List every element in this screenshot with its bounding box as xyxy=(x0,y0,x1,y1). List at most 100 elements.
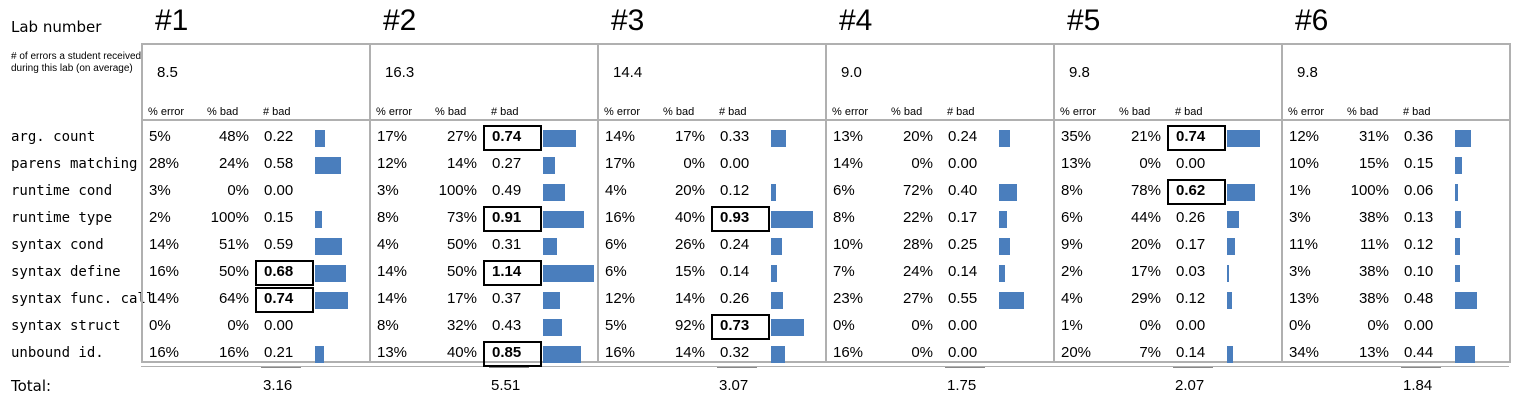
percent-bad-cell: 51% xyxy=(218,236,249,253)
lab-total: 1.75 xyxy=(947,377,977,394)
errors-per-lab-label: # of errors a student received during th… xyxy=(11,51,142,74)
bad-count-bar xyxy=(1227,292,1232,309)
percent-error-cell: 34% xyxy=(1289,344,1320,361)
column-header: % bad xyxy=(663,106,695,118)
percent-error-cell: 9% xyxy=(1061,236,1083,253)
number-bad-cell: 0.00 xyxy=(720,155,750,172)
total-underline xyxy=(1401,367,1441,368)
bad-count-bar xyxy=(771,184,776,201)
percent-bad-cell: 100% xyxy=(210,209,249,226)
bad-count-bar xyxy=(315,346,324,363)
column-header: # bad xyxy=(263,106,291,118)
percent-error-cell: 8% xyxy=(377,209,399,226)
total-underline xyxy=(261,367,301,368)
number-bad-cell: 0.00 xyxy=(1176,155,1206,172)
column-header: % bad xyxy=(891,106,923,118)
percent-error-cell: 14% xyxy=(833,155,864,172)
bad-count-bar xyxy=(1455,265,1460,282)
percent-error-cell: 4% xyxy=(605,182,627,199)
lab-total: 1.84 xyxy=(1403,377,1433,394)
column-header: % error xyxy=(148,106,185,118)
number-bad-cell: 0.74 xyxy=(1176,128,1206,145)
header-divider xyxy=(1053,119,1281,121)
highlight-box xyxy=(255,287,314,313)
number-bad-cell: 0.00 xyxy=(948,155,978,172)
bad-count-bar xyxy=(1455,130,1471,147)
column-header: # bad xyxy=(947,106,975,118)
number-bad-cell: 0.14 xyxy=(948,263,978,280)
column-header: # bad xyxy=(1175,106,1203,118)
number-bad-cell: 0.00 xyxy=(264,182,294,199)
percent-bad-cell: 24% xyxy=(218,155,249,172)
percent-bad-cell: 17% xyxy=(1130,263,1161,280)
bad-count-bar xyxy=(315,292,348,309)
percent-error-cell: 2% xyxy=(149,209,171,226)
number-bad-cell: 0.12 xyxy=(1176,290,1206,307)
percent-bad-cell: 0% xyxy=(1367,317,1389,334)
percent-error-cell: 3% xyxy=(149,182,171,199)
highlight-box xyxy=(1167,179,1226,205)
number-bad-cell: 0.55 xyxy=(948,290,978,307)
percent-bad-cell: 44% xyxy=(1130,209,1161,226)
number-bad-cell: 0.17 xyxy=(1176,236,1206,253)
number-bad-cell: 0.74 xyxy=(264,290,294,307)
percent-error-cell: 14% xyxy=(377,263,408,280)
percent-bad-cell: 0% xyxy=(1139,317,1161,334)
number-bad-cell: 0.32 xyxy=(720,344,750,361)
percent-bad-cell: 31% xyxy=(1358,128,1389,145)
percent-bad-cell: 13% xyxy=(1358,344,1389,361)
number-bad-cell: 0.27 xyxy=(492,155,522,172)
percent-error-cell: 14% xyxy=(377,290,408,307)
number-bad-cell: 0.26 xyxy=(1176,209,1206,226)
percent-bad-cell: 27% xyxy=(446,128,477,145)
row-label: arg. count xyxy=(11,129,96,145)
percent-bad-cell: 48% xyxy=(218,128,249,145)
bad-count-bar xyxy=(543,319,562,336)
highlight-box xyxy=(483,206,542,232)
percent-bad-cell: 92% xyxy=(674,317,705,334)
total-underline xyxy=(1173,367,1213,368)
bad-count-bar xyxy=(1455,157,1462,174)
number-bad-cell: 0.33 xyxy=(720,128,750,145)
percent-bad-cell: 73% xyxy=(446,209,477,226)
lab-panel xyxy=(141,43,369,363)
number-bad-cell: 0.14 xyxy=(720,263,750,280)
percent-bad-cell: 17% xyxy=(446,290,477,307)
percent-error-cell: 6% xyxy=(605,263,627,280)
number-bad-cell: 0.73 xyxy=(720,317,750,334)
percent-bad-cell: 100% xyxy=(1350,182,1389,199)
number-bad-cell: 0.15 xyxy=(264,209,294,226)
percent-error-cell: 7% xyxy=(833,263,855,280)
bad-count-bar xyxy=(771,238,782,255)
percent-bad-cell: 27% xyxy=(902,290,933,307)
percent-bad-cell: 20% xyxy=(902,128,933,145)
average-errors: 16.3 xyxy=(385,64,415,81)
number-bad-cell: 0.48 xyxy=(1404,290,1434,307)
number-bad-cell: 1.14 xyxy=(492,263,522,280)
bad-count-bar xyxy=(543,184,565,201)
percent-error-cell: 10% xyxy=(833,236,864,253)
percent-error-cell: 23% xyxy=(833,290,864,307)
row-label: runtime cond xyxy=(11,183,113,199)
percent-error-cell: 5% xyxy=(605,317,627,334)
lab-total: 5.51 xyxy=(491,377,521,394)
bad-count-bar xyxy=(315,157,341,174)
lab-panel xyxy=(1281,43,1511,363)
percent-bad-cell: 50% xyxy=(218,263,249,280)
bad-count-bar xyxy=(1227,184,1255,201)
column-header: % error xyxy=(1060,106,1097,118)
percent-error-cell: 1% xyxy=(1289,182,1311,199)
percent-error-cell: 13% xyxy=(1289,290,1320,307)
number-bad-cell: 0.12 xyxy=(1404,236,1434,253)
bad-count-bar xyxy=(771,265,777,282)
highlight-box xyxy=(483,125,542,151)
bad-count-bar xyxy=(1227,238,1235,255)
bottom-rule xyxy=(597,366,825,367)
percent-error-cell: 12% xyxy=(1289,128,1320,145)
number-bad-cell: 0.12 xyxy=(720,182,750,199)
percent-error-cell: 17% xyxy=(605,155,636,172)
percent-bad-cell: 78% xyxy=(1130,182,1161,199)
percent-bad-cell: 28% xyxy=(902,236,933,253)
percent-error-cell: 8% xyxy=(1061,182,1083,199)
row-label: syntax cond xyxy=(11,237,104,253)
